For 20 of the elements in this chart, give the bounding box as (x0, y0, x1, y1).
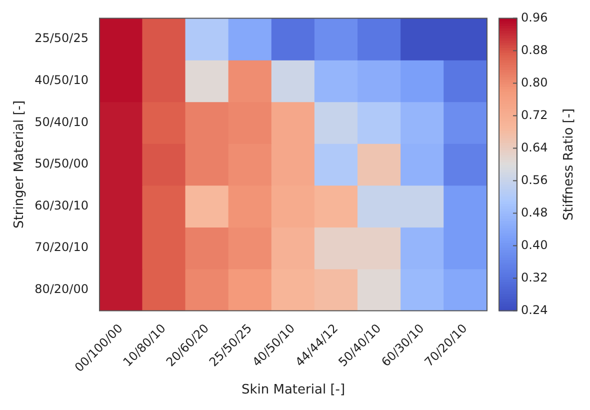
color-bar-label: 0.80 (521, 75, 548, 90)
y-tick-label: 60/30/10 (34, 198, 88, 212)
color-bar-label: 0.32 (521, 270, 548, 284)
color-bar-label: 0.40 (521, 238, 548, 252)
color-bar-label: 0.24 (521, 302, 548, 317)
y-tick-label: 40/50/10 (34, 73, 88, 88)
x-axis-title: Skin Material [-] (241, 382, 346, 398)
y-tick-label: 25/50/25 (34, 31, 88, 46)
y-tick-label: 50/50/00 (34, 156, 88, 171)
color-bar-label: 0.96 (521, 10, 548, 24)
y-tick-label: 70/20/10 (34, 240, 88, 254)
color-bar-label: 0.88 (521, 42, 548, 57)
y-axis-title: Stringer Material [-] (12, 100, 28, 228)
color-bar-label: 0.48 (521, 205, 548, 220)
y-tick-label: 50/40/10 (34, 114, 88, 129)
color-bar-label: 0.56 (521, 172, 548, 187)
y-tick-label: 80/20/00 (34, 282, 88, 296)
color-bar-title: Stiffness Ratio [-] (561, 108, 576, 221)
color-bar-label: 0.64 (521, 140, 548, 154)
color-bar-label: 0.72 (521, 108, 548, 122)
